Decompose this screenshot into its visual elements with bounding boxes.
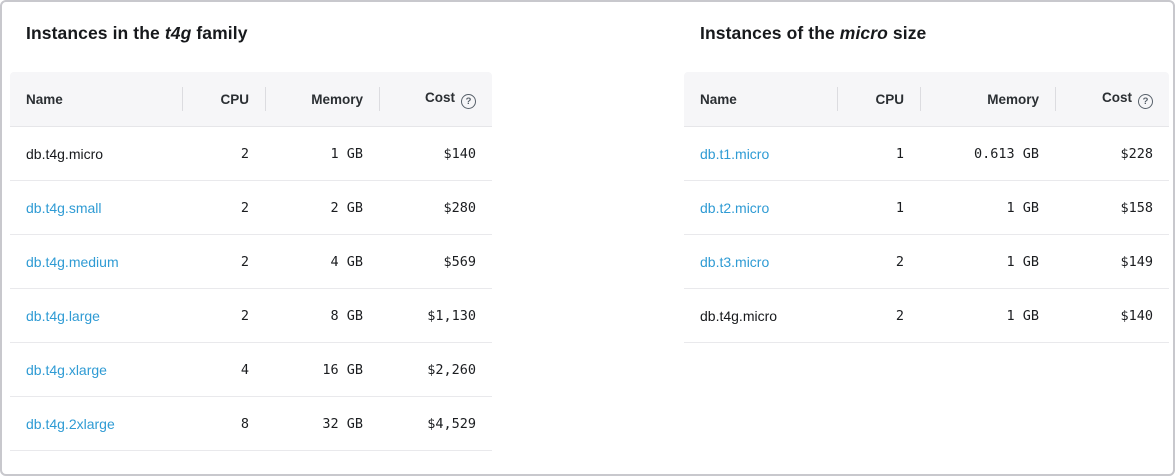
title-emphasis: t4g: [164, 23, 192, 43]
instance-name-cell: db.t4g.xlarge: [10, 343, 182, 397]
instance-name-cell: db.t4g.medium: [10, 235, 182, 289]
size-table-title: Instances of the micro size: [700, 20, 1169, 46]
table-row: db.t4g.2xlarge 8 32 GB $4,529: [10, 397, 492, 451]
cost-cell: $158: [1055, 181, 1169, 235]
memory-cell: 32 GB: [265, 397, 379, 451]
table-row: db.t2.micro 1 1 GB $158: [684, 181, 1169, 235]
table-row: db.t4g.micro 2 1 GB $140: [10, 127, 492, 181]
column-header-cpu: CPU: [182, 72, 265, 127]
column-header-memory: Memory: [265, 72, 379, 127]
cpu-cell: 2: [182, 127, 265, 181]
column-header-memory: Memory: [920, 72, 1055, 127]
instance-name-cell: db.t4g.large: [10, 289, 182, 343]
memory-cell: 2 GB: [265, 181, 379, 235]
title-prefix: Instances of the: [700, 23, 840, 43]
size-instances-table: Name CPU Memory Cost? db.t1.micro 1 0.613 …: [684, 72, 1169, 343]
column-header-cost: Cost?: [379, 72, 492, 127]
family-table-section: Instances in the t4g family Name CPU Mem…: [10, 2, 492, 451]
table-row: db.t4g.medium 2 4 GB $569: [10, 235, 492, 289]
instance-name-cell: db.t3.micro: [684, 235, 837, 289]
cpu-cell: 1: [837, 181, 920, 235]
column-header-name: Name: [10, 72, 182, 127]
cost-cell: $1,130: [379, 289, 492, 343]
title-suffix: family: [191, 23, 248, 43]
instance-link[interactable]: db.t4g.small: [26, 199, 102, 216]
instance-name-cell: db.t4g.micro: [684, 289, 837, 343]
instance-link[interactable]: db.t4g.medium: [26, 253, 119, 270]
instance-name-current: db.t4g.micro: [700, 307, 778, 324]
cost-label: Cost: [425, 89, 455, 105]
cost-label: Cost: [1102, 89, 1132, 105]
memory-cell: 16 GB: [265, 343, 379, 397]
cpu-cell: 4: [182, 343, 265, 397]
cost-cell: $149: [1055, 235, 1169, 289]
cost-cell: $4,529: [379, 397, 492, 451]
memory-cell: 0.613 GB: [920, 127, 1055, 181]
table-header-row: Name CPU Memory Cost?: [10, 72, 492, 127]
instance-name-cell: db.t1.micro: [684, 127, 837, 181]
memory-cell: 1 GB: [265, 127, 379, 181]
cost-cell: $280: [379, 181, 492, 235]
table-row: db.t4g.micro 2 1 GB $140: [684, 289, 1169, 343]
cost-cell: $2,260: [379, 343, 492, 397]
memory-cell: 4 GB: [265, 235, 379, 289]
help-icon[interactable]: ?: [1138, 93, 1153, 109]
cost-cell: $569: [379, 235, 492, 289]
family-instances-table: Name CPU Memory Cost? db.t4g.micro 2 1 GB $…: [10, 72, 492, 451]
cpu-cell: 2: [837, 289, 920, 343]
memory-cell: 1 GB: [920, 289, 1055, 343]
instance-name-current: db.t4g.micro: [26, 145, 104, 162]
help-icon[interactable]: ?: [461, 93, 476, 109]
instance-link[interactable]: db.t4g.2xlarge: [26, 415, 115, 432]
instance-name-cell: db.t4g.2xlarge: [10, 397, 182, 451]
table-row: db.t4g.xlarge 4 16 GB $2,260: [10, 343, 492, 397]
cpu-cell: 2: [182, 235, 265, 289]
title-prefix: Instances in the: [26, 23, 165, 43]
size-table-section: Instances of the micro size Name CPU Mem…: [684, 2, 1169, 343]
cpu-cell: 2: [182, 289, 265, 343]
instance-link[interactable]: db.t4g.xlarge: [26, 361, 107, 378]
cpu-cell: 2: [837, 235, 920, 289]
column-header-name: Name: [684, 72, 837, 127]
instance-link[interactable]: db.t2.micro: [700, 199, 770, 216]
title-suffix: size: [887, 23, 927, 43]
memory-cell: 1 GB: [920, 181, 1055, 235]
cost-cell: $140: [1055, 289, 1169, 343]
memory-cell: 8 GB: [265, 289, 379, 343]
instance-link[interactable]: db.t1.micro: [700, 145, 770, 162]
table-row: db.t4g.small 2 2 GB $280: [10, 181, 492, 235]
column-header-cpu: CPU: [837, 72, 920, 127]
instance-name-cell: db.t4g.micro: [10, 127, 182, 181]
column-header-cost: Cost?: [1055, 72, 1169, 127]
family-table-title: Instances in the t4g family: [26, 20, 492, 46]
memory-cell: 1 GB: [920, 235, 1055, 289]
cost-cell: $140: [379, 127, 492, 181]
table-row: db.t4g.large 2 8 GB $1,130: [10, 289, 492, 343]
instance-link[interactable]: db.t3.micro: [700, 253, 770, 270]
table-row: db.t3.micro 2 1 GB $149: [684, 235, 1169, 289]
instance-name-cell: db.t4g.small: [10, 181, 182, 235]
cost-cell: $228: [1055, 127, 1169, 181]
table-header-row: Name CPU Memory Cost?: [684, 72, 1169, 127]
cpu-cell: 1: [837, 127, 920, 181]
title-emphasis: micro: [839, 23, 888, 43]
instance-link[interactable]: db.t4g.large: [26, 307, 100, 324]
table-row: db.t1.micro 1 0.613 GB $228: [684, 127, 1169, 181]
cpu-cell: 8: [182, 397, 265, 451]
instance-name-cell: db.t2.micro: [684, 181, 837, 235]
cpu-cell: 2: [182, 181, 265, 235]
